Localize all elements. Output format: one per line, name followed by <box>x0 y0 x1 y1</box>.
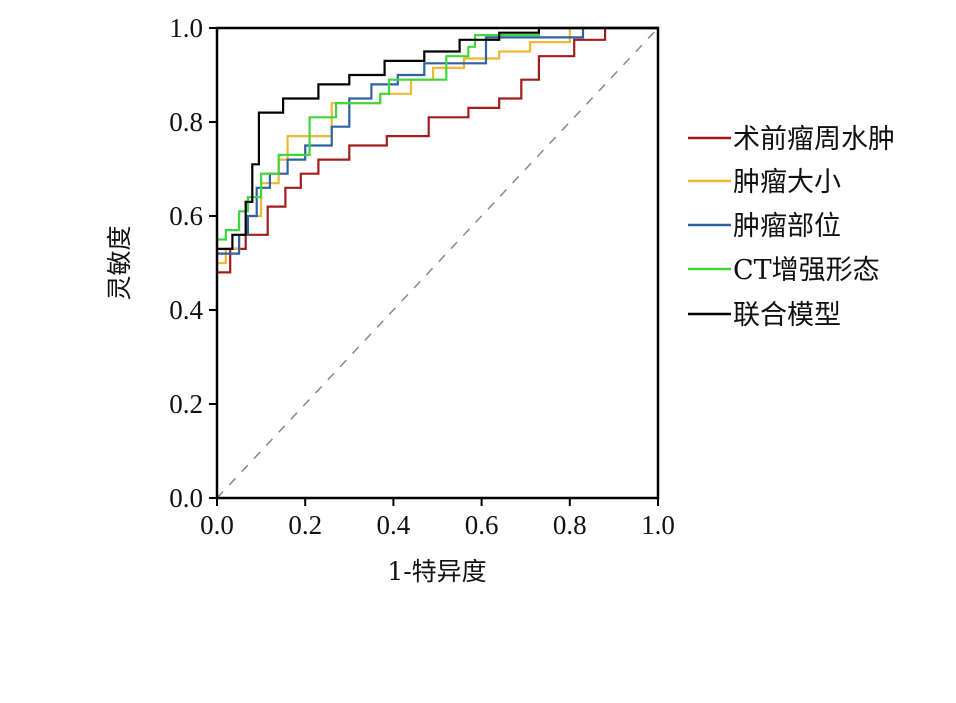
y-tick-label: 0.0 <box>169 483 203 513</box>
x-tick-label: 0.2 <box>288 510 322 540</box>
plot-frame <box>215 26 660 500</box>
legend-label: 肿瘤部位 <box>733 211 841 242</box>
x-tick-label: 0.0 <box>200 510 234 540</box>
roc-curve-2 <box>217 26 658 255</box>
y-axis-label: 灵敏度 <box>105 225 134 300</box>
x-tick-label: 0.6 <box>465 510 499 540</box>
legend-label: 联合模型 <box>733 300 841 331</box>
x-axis-label: 1-特异度 <box>387 557 486 586</box>
legend-label: CT增强形态 <box>733 255 880 286</box>
legend-label: 肿瘤大小 <box>733 167 841 198</box>
y-tick-label: 0.6 <box>169 201 203 231</box>
roc-curve-0 <box>217 26 658 274</box>
x-tick-label: 0.8 <box>553 510 587 540</box>
x-tick-label: 1.0 <box>641 510 675 540</box>
legend-label: 术前瘤周水肿 <box>733 124 895 155</box>
y-tick-label: 0.4 <box>169 295 203 325</box>
y-tick-label: 1.0 <box>169 13 203 43</box>
roc-curve-3 <box>217 26 658 241</box>
y-tick-label: 0.8 <box>169 107 203 137</box>
y-tick-label: 0.2 <box>169 389 203 419</box>
roc-curve-4 <box>217 26 658 250</box>
x-tick-label: 0.4 <box>377 510 411 540</box>
